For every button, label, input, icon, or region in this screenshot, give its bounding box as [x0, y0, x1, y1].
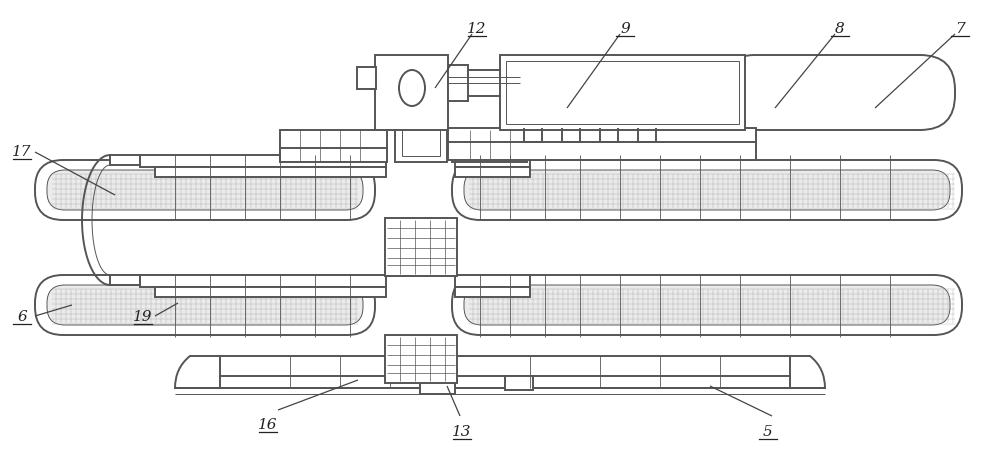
Bar — [155, 167, 386, 177]
Text: 19: 19 — [133, 310, 153, 324]
Bar — [402, 106, 440, 156]
Bar — [140, 155, 386, 167]
FancyBboxPatch shape — [47, 170, 363, 210]
Bar — [500, 55, 745, 130]
Text: 6: 6 — [17, 310, 27, 324]
Bar — [375, 55, 448, 130]
Bar — [280, 130, 387, 160]
Bar — [448, 65, 468, 101]
FancyBboxPatch shape — [35, 275, 375, 335]
Text: 7: 7 — [955, 22, 965, 36]
Bar — [420, 376, 455, 394]
Bar — [155, 287, 386, 297]
Text: 9: 9 — [620, 22, 630, 36]
Bar — [385, 335, 457, 383]
Bar — [455, 275, 530, 287]
Bar — [357, 67, 376, 89]
Bar — [452, 130, 527, 160]
Bar — [220, 376, 790, 388]
Bar — [140, 275, 386, 287]
FancyBboxPatch shape — [35, 160, 375, 220]
Bar — [385, 218, 457, 276]
FancyBboxPatch shape — [464, 285, 950, 325]
Bar — [110, 275, 140, 285]
Bar — [452, 148, 527, 162]
Bar — [395, 100, 447, 162]
Bar — [448, 142, 756, 160]
Text: 8: 8 — [835, 22, 845, 36]
FancyBboxPatch shape — [452, 160, 962, 220]
Text: 12: 12 — [467, 22, 487, 36]
Bar — [220, 356, 790, 378]
Text: 17: 17 — [12, 145, 32, 159]
FancyBboxPatch shape — [464, 170, 950, 210]
FancyBboxPatch shape — [452, 275, 962, 335]
Bar — [455, 287, 530, 297]
Bar — [448, 70, 520, 96]
Text: 16: 16 — [258, 418, 278, 432]
Ellipse shape — [399, 70, 425, 106]
FancyBboxPatch shape — [47, 285, 363, 325]
Bar — [455, 167, 530, 177]
Bar — [448, 128, 756, 146]
Bar — [280, 148, 387, 162]
Bar — [505, 376, 533, 390]
Bar — [506, 61, 739, 124]
Text: 5: 5 — [763, 425, 773, 439]
FancyBboxPatch shape — [720, 55, 955, 130]
Bar — [455, 155, 530, 167]
Bar — [110, 155, 140, 165]
Text: 13: 13 — [452, 425, 472, 439]
